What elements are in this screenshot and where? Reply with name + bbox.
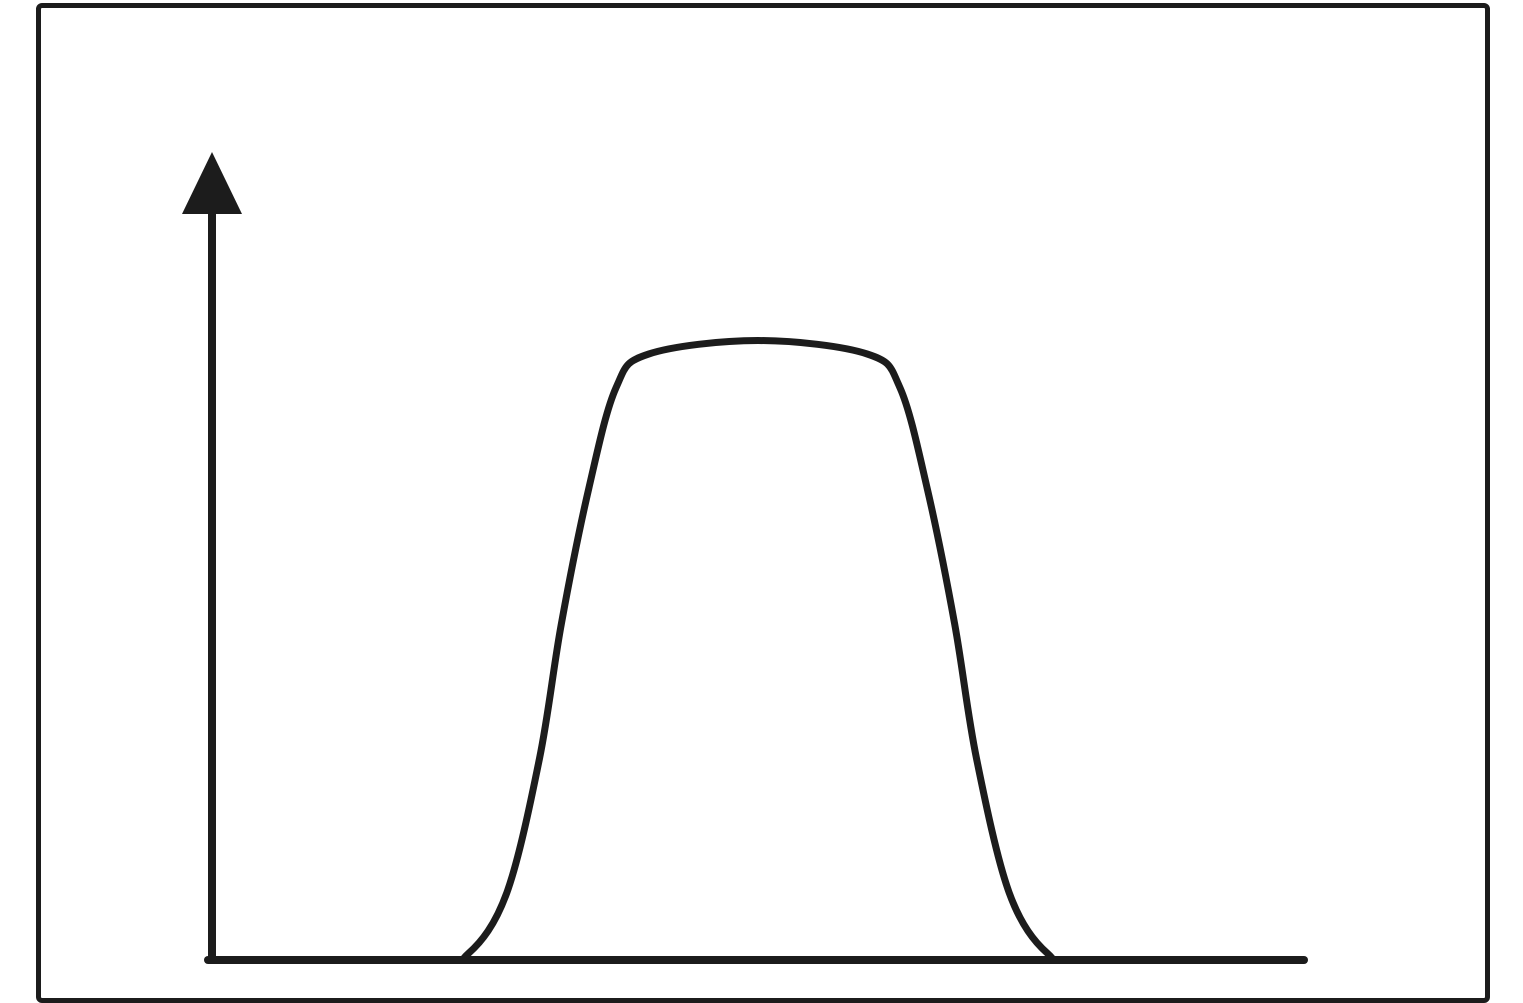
- chart-frame: [36, 3, 1490, 1003]
- series-line: [208, 337, 1308, 964]
- y-axis-arrow-icon: [182, 152, 242, 214]
- series-layer: [208, 337, 1308, 964]
